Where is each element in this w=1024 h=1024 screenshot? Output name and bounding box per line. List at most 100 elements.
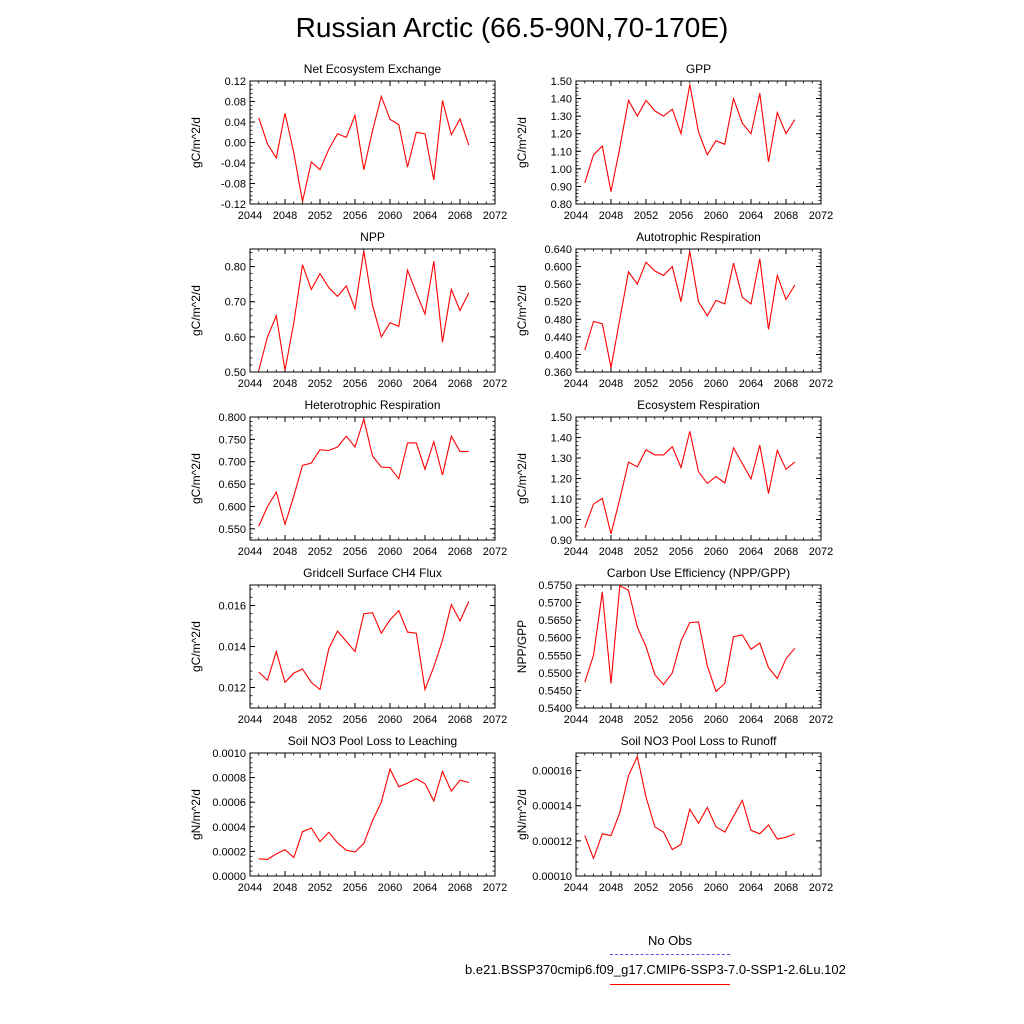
series-line bbox=[584, 754, 796, 860]
plot-frame bbox=[575, 752, 822, 877]
y-tick-label: 0.360 bbox=[544, 367, 572, 379]
x-tick-label: 2056 bbox=[669, 882, 693, 894]
y-tick-label: 1.10 bbox=[551, 146, 572, 158]
chart-panel: 2044 2048 2052 2056 2060 2064 2068 2072 0.50 0.60… bbox=[189, 230, 507, 390]
x-tick-label: 2052 bbox=[308, 714, 332, 726]
y-tick-label: 1.20 bbox=[551, 474, 572, 486]
x-tick-label: 2064 bbox=[413, 546, 437, 558]
x-tick-label: 2048 bbox=[273, 546, 297, 558]
plot-frame bbox=[249, 80, 496, 205]
chart-title: GPP bbox=[686, 62, 711, 76]
y-tick-label: -0.12 bbox=[221, 199, 246, 211]
y-tick-label: 0.016 bbox=[218, 601, 246, 613]
y-tick-label: 0.90 bbox=[551, 535, 572, 547]
y-tick-label: 0.600 bbox=[544, 262, 572, 274]
y-tick-label: 0.014 bbox=[218, 642, 246, 654]
y-tick-label: 0.5400 bbox=[538, 703, 572, 715]
series-line bbox=[584, 584, 796, 693]
x-tick-label: 2044 bbox=[238, 882, 262, 894]
x-tick-label: 2056 bbox=[343, 714, 367, 726]
x-tick-label: 2056 bbox=[343, 210, 367, 222]
y-axis-label: gC/m^2/d bbox=[189, 285, 203, 336]
chart-title: Autotrophic Respiration bbox=[636, 230, 761, 244]
series-line bbox=[584, 84, 796, 192]
plot-frame bbox=[575, 584, 822, 709]
x-tick-label: 2048 bbox=[273, 378, 297, 390]
y-tick-label: 1.20 bbox=[551, 129, 572, 141]
x-tick-label: 2068 bbox=[448, 378, 472, 390]
x-tick-label: 2068 bbox=[774, 882, 798, 894]
series-line bbox=[258, 601, 470, 692]
x-tick-label: 2060 bbox=[378, 378, 402, 390]
series-line bbox=[258, 94, 470, 202]
x-tick-label: 2056 bbox=[669, 546, 693, 558]
x-tick-label: 2052 bbox=[308, 210, 332, 222]
plot-frame bbox=[575, 416, 822, 541]
y-tick-label: 0.5750 bbox=[538, 580, 572, 592]
x-tick-label: 2060 bbox=[704, 882, 728, 894]
y-tick-label: 0.0002 bbox=[212, 846, 246, 858]
x-tick-label: 2052 bbox=[634, 882, 658, 894]
y-tick-label: 0.00012 bbox=[532, 836, 572, 848]
y-tick-label: 0.600 bbox=[218, 501, 246, 513]
x-tick-label: 2048 bbox=[599, 882, 623, 894]
x-tick-label: 2072 bbox=[809, 546, 833, 558]
plot-frame bbox=[575, 248, 822, 373]
x-tick-label: 2068 bbox=[448, 546, 472, 558]
x-tick-label: 2048 bbox=[599, 378, 623, 390]
y-tick-label: 0.650 bbox=[218, 479, 246, 491]
chart-panel: 2044 2048 2052 2056 2060 2064 2068 2072 0.90 1.00… bbox=[515, 398, 833, 558]
x-tick-label: 2072 bbox=[483, 882, 507, 894]
y-tick-label: 1.30 bbox=[551, 111, 572, 123]
x-tick-label: 2068 bbox=[774, 546, 798, 558]
x-tick-label: 2044 bbox=[238, 714, 262, 726]
x-tick-label: 2064 bbox=[413, 210, 437, 222]
y-tick-label: 0.800 bbox=[218, 412, 246, 424]
y-tick-label: 0.560 bbox=[544, 279, 572, 291]
y-tick-label: 0.700 bbox=[218, 457, 246, 469]
y-tick-label: 0.640 bbox=[544, 244, 572, 256]
y-tick-label: 0.480 bbox=[544, 314, 572, 326]
x-tick-label: 2068 bbox=[774, 714, 798, 726]
x-tick-label: 2052 bbox=[634, 378, 658, 390]
x-tick-label: 2064 bbox=[739, 378, 763, 390]
y-tick-label: 1.50 bbox=[551, 412, 572, 424]
y-tick-label: 1.40 bbox=[551, 433, 572, 445]
chart-panel: 2044 2048 2052 2056 2060 2064 2068 2072 0.00010 0… bbox=[515, 734, 833, 894]
x-tick-label: 2072 bbox=[809, 378, 833, 390]
x-tick-label: 2068 bbox=[774, 378, 798, 390]
y-tick-label: 0.5500 bbox=[538, 668, 572, 680]
x-tick-label: 2048 bbox=[599, 210, 623, 222]
plot-frame bbox=[249, 416, 496, 541]
chart-panel: 2044 2048 2052 2056 2060 2064 2068 2072 0.550 0.6… bbox=[189, 398, 507, 558]
x-tick-label: 2056 bbox=[343, 882, 367, 894]
x-tick-label: 2060 bbox=[378, 714, 402, 726]
x-tick-label: 2056 bbox=[669, 378, 693, 390]
plot-frame bbox=[249, 752, 496, 877]
page-title: Russian Arctic (66.5-90N,70-170E) bbox=[295, 12, 729, 43]
y-tick-label: 0.0000 bbox=[212, 871, 246, 883]
x-tick-label: 2056 bbox=[669, 714, 693, 726]
x-tick-label: 2052 bbox=[308, 378, 332, 390]
x-tick-label: 2052 bbox=[308, 546, 332, 558]
x-tick-label: 2072 bbox=[483, 210, 507, 222]
y-tick-label: 0.012 bbox=[218, 683, 246, 695]
x-tick-label: 2072 bbox=[483, 714, 507, 726]
x-tick-label: 2060 bbox=[704, 546, 728, 558]
y-axis-label: NPP/GPP bbox=[515, 620, 529, 673]
x-tick-label: 2044 bbox=[564, 882, 588, 894]
x-tick-label: 2064 bbox=[413, 378, 437, 390]
y-tick-label: 0.50 bbox=[225, 367, 246, 379]
y-tick-label: 0.5550 bbox=[538, 650, 572, 662]
series-line bbox=[258, 250, 470, 371]
y-tick-label: 0.70 bbox=[225, 297, 246, 309]
x-tick-label: 2072 bbox=[483, 546, 507, 558]
y-tick-label: 0.80 bbox=[551, 199, 572, 211]
series-line bbox=[584, 251, 796, 368]
x-tick-label: 2064 bbox=[739, 882, 763, 894]
y-tick-label: 0.12 bbox=[225, 76, 246, 88]
x-tick-label: 2068 bbox=[774, 210, 798, 222]
x-tick-label: 2060 bbox=[704, 210, 728, 222]
y-tick-label: 0.08 bbox=[225, 97, 246, 109]
x-tick-label: 2048 bbox=[273, 882, 297, 894]
